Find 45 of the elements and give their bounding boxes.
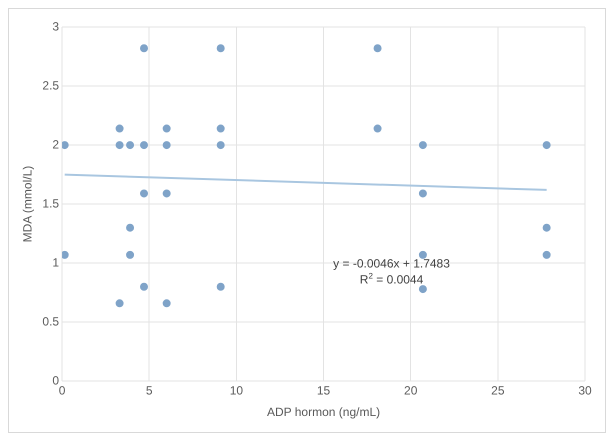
point (374, 124, 382, 133)
point (126, 141, 134, 150)
point (162, 124, 171, 133)
y-tick-label: 3 (52, 19, 60, 34)
point (162, 189, 171, 198)
point (116, 124, 124, 133)
point (216, 44, 225, 52)
x-tick-label: 30 (578, 384, 592, 398)
y-tick-label: 0 (52, 374, 60, 388)
point (542, 224, 551, 232)
x-tick-label: 25 (491, 384, 505, 398)
point (62, 141, 69, 150)
point (140, 44, 148, 52)
point (116, 299, 124, 308)
point (374, 44, 382, 52)
point (140, 189, 148, 198)
point (418, 285, 427, 294)
x-tick-label: 15 (316, 384, 331, 398)
point (418, 141, 427, 150)
point (216, 282, 225, 291)
point (216, 124, 225, 133)
x-tick-label: 5 (146, 384, 153, 398)
y-tick-label: 2.5 (42, 78, 60, 92)
annotation: y = -0.0046x + 1.7483 (333, 256, 450, 271)
point (140, 282, 148, 291)
point (116, 141, 124, 150)
point (62, 250, 69, 259)
point (216, 141, 225, 150)
point (126, 224, 134, 232)
x-axis-title: ADP hormon (ng/mL) (266, 405, 380, 420)
y-tick-label: 1 (52, 255, 60, 270)
y-axis-title: MDA (mmol/L) (20, 166, 35, 242)
point (418, 189, 427, 198)
point (162, 141, 171, 150)
point (418, 250, 427, 259)
y-tick-label: 0.5 (42, 314, 60, 328)
point (126, 250, 134, 259)
point (542, 141, 551, 150)
x-tick-label: 20 (404, 384, 418, 398)
x-tick-label: 10 (230, 384, 244, 398)
point (162, 299, 171, 308)
point (542, 250, 551, 259)
y-tick-label: 2 (52, 137, 60, 152)
y-tick-label: 1.5 (42, 196, 60, 210)
point (140, 141, 148, 150)
